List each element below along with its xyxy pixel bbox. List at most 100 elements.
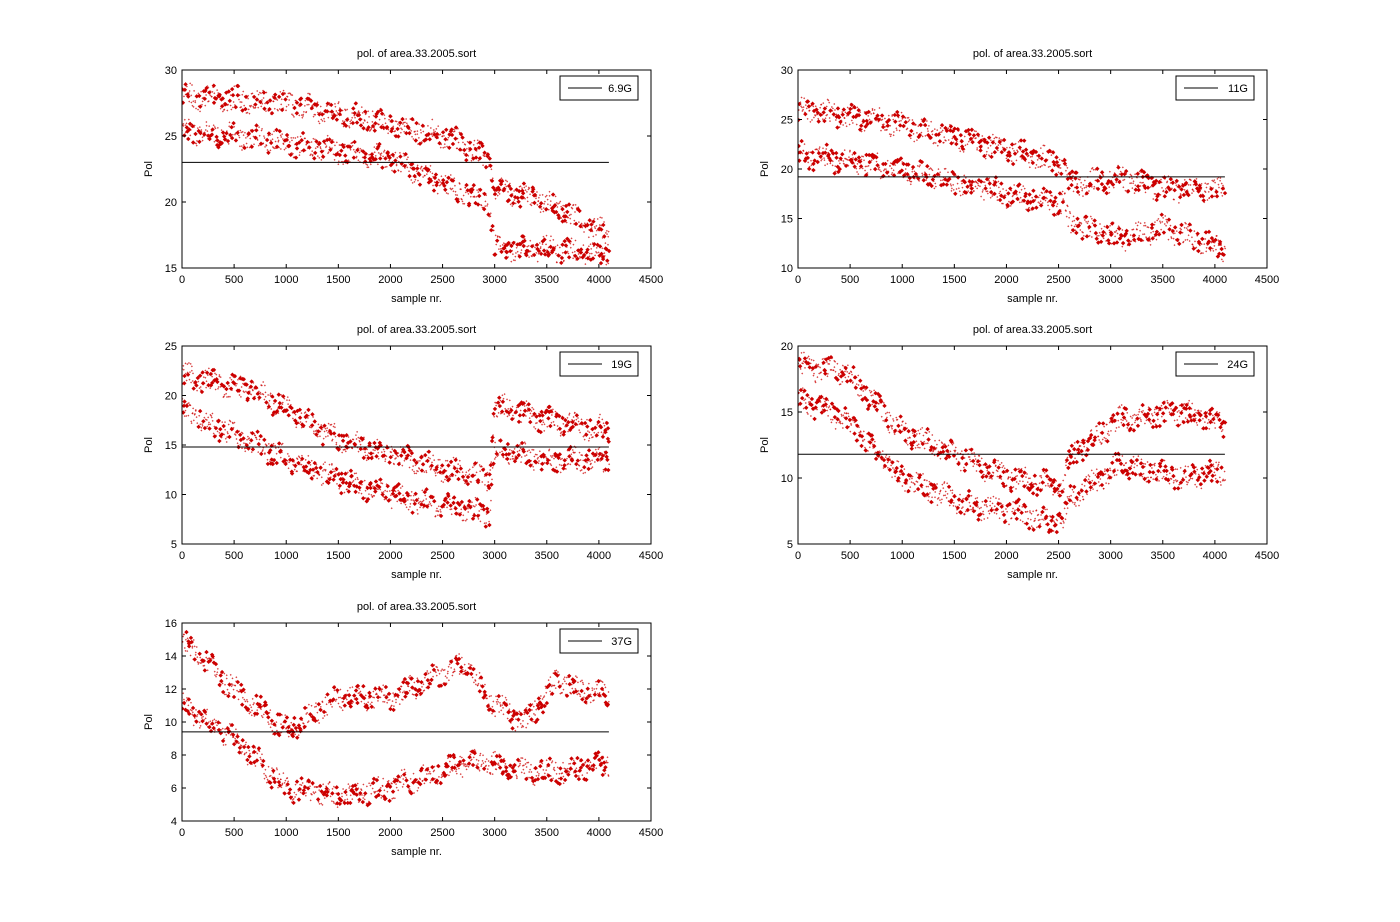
data-point xyxy=(267,403,270,406)
data-point xyxy=(450,513,453,516)
data-point xyxy=(502,180,505,183)
data-point xyxy=(361,111,364,114)
data-point xyxy=(1073,225,1076,228)
data-point xyxy=(358,111,361,114)
data-point xyxy=(244,136,247,139)
data-point xyxy=(434,474,437,477)
data-point xyxy=(490,461,493,464)
data-point xyxy=(952,183,955,186)
data-point xyxy=(238,430,241,433)
data-point xyxy=(228,121,231,124)
data-point xyxy=(836,169,841,174)
data-point xyxy=(461,471,464,474)
data-point xyxy=(571,207,574,210)
data-point xyxy=(215,98,218,101)
data-point xyxy=(946,454,952,459)
data-point xyxy=(503,189,506,192)
data-point xyxy=(553,248,556,251)
data-point xyxy=(978,148,983,153)
data-point xyxy=(1007,153,1012,158)
data-point xyxy=(432,184,435,187)
data-point xyxy=(554,252,557,255)
data-point xyxy=(341,477,346,482)
data-point xyxy=(412,138,415,141)
data-point xyxy=(381,453,387,458)
data-point xyxy=(572,243,575,246)
data-point xyxy=(911,119,914,122)
data-point xyxy=(293,105,296,108)
data-point xyxy=(443,478,446,481)
data-point xyxy=(860,397,865,402)
data-point xyxy=(1200,243,1203,246)
data-point xyxy=(182,368,185,371)
data-point xyxy=(407,448,412,453)
data-point xyxy=(538,194,541,197)
data-point xyxy=(360,118,363,121)
data-point xyxy=(200,90,203,93)
data-point xyxy=(193,124,196,127)
data-point xyxy=(284,92,287,95)
data-point xyxy=(1037,196,1040,199)
data-point xyxy=(302,113,305,116)
data-point xyxy=(288,152,293,158)
data-point xyxy=(416,164,419,167)
data-point xyxy=(513,198,516,201)
data-point xyxy=(291,103,294,106)
data-point xyxy=(831,107,834,110)
data-point xyxy=(289,403,292,406)
data-point xyxy=(875,160,878,163)
data-point xyxy=(277,140,280,143)
data-point xyxy=(884,170,890,175)
data-point xyxy=(200,426,203,429)
data-point xyxy=(191,372,194,375)
data-point xyxy=(884,168,887,171)
data-point xyxy=(443,137,448,142)
data-point xyxy=(539,409,544,415)
data-point xyxy=(982,198,985,201)
data-point xyxy=(587,439,590,442)
data-point xyxy=(1017,140,1020,143)
data-point xyxy=(588,252,591,255)
data-point xyxy=(262,381,265,384)
data-point xyxy=(373,489,378,494)
data-point xyxy=(511,193,514,196)
y-tick-label: 5 xyxy=(171,539,177,551)
data-point xyxy=(906,116,909,119)
data-point xyxy=(387,155,392,160)
data-point xyxy=(383,117,386,120)
data-point xyxy=(573,451,576,454)
data-point xyxy=(346,108,349,111)
data-point xyxy=(1180,194,1183,197)
data-point xyxy=(344,432,349,438)
data-point xyxy=(509,243,514,249)
data-point xyxy=(524,197,527,200)
data-point xyxy=(244,390,247,393)
data-point xyxy=(1223,245,1226,248)
data-point xyxy=(864,118,869,124)
data-point xyxy=(286,136,289,139)
data-point xyxy=(1186,189,1189,192)
data-point xyxy=(1069,212,1072,215)
data-point xyxy=(878,169,881,172)
data-point xyxy=(867,164,870,167)
data-point xyxy=(1114,231,1117,234)
data-point xyxy=(236,388,242,393)
data-point xyxy=(260,435,263,438)
data-point xyxy=(441,178,446,183)
data-point xyxy=(288,461,291,464)
x-tick-label: 1000 xyxy=(274,274,298,286)
data-point xyxy=(1094,219,1097,222)
data-point xyxy=(1009,152,1012,155)
data-point xyxy=(557,426,563,431)
data-point xyxy=(284,132,290,138)
data-point xyxy=(1144,224,1147,227)
data-point xyxy=(810,366,816,371)
data-point xyxy=(418,459,421,462)
data-point xyxy=(486,204,489,207)
data-point xyxy=(488,520,491,523)
data-point xyxy=(1085,184,1088,187)
data-point xyxy=(964,144,967,147)
data-point xyxy=(529,239,532,242)
data-point xyxy=(1044,196,1047,199)
data-point xyxy=(205,412,208,415)
